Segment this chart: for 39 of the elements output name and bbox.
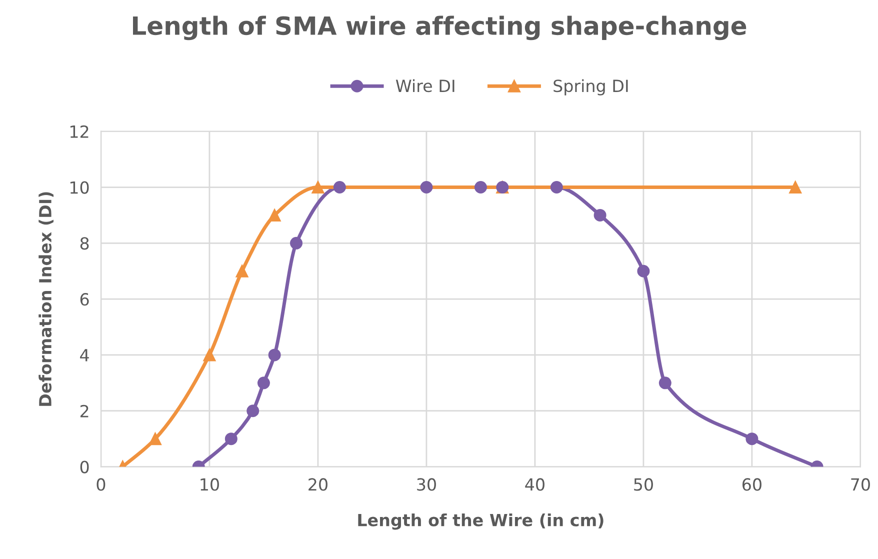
point	[312, 181, 324, 194]
point	[658, 376, 672, 390]
point	[637, 264, 650, 278]
point	[333, 181, 346, 194]
point	[257, 376, 270, 390]
x-tick-label: 20	[308, 478, 328, 491]
point	[290, 236, 303, 250]
x-axis-title: Length of the Wire (in cm)	[358, 513, 604, 530]
y-tick-label: 10	[70, 181, 89, 194]
point	[268, 348, 281, 362]
point	[224, 432, 238, 446]
point	[550, 181, 563, 194]
x-tick-label: 0	[96, 478, 106, 491]
chart-title: Length of SMA wire affecting shape-change	[133, 16, 746, 40]
x-tick-label: 30	[417, 478, 436, 491]
x-tick-label: 10	[200, 478, 219, 491]
y-tick-label: 2	[80, 404, 88, 418]
point	[148, 432, 162, 446]
point	[420, 181, 433, 194]
y-axis-title: Deformation Index (DI)	[38, 192, 54, 406]
x-tick-label: 60	[742, 478, 762, 491]
y-tick-label: 12	[70, 125, 88, 138]
point	[268, 208, 281, 222]
y-tick-label: 8	[80, 237, 89, 250]
point	[746, 432, 758, 446]
x-tick-label: 40	[525, 478, 544, 491]
legend-label: Wire DI	[396, 79, 454, 92]
x-tick-label: 70	[851, 478, 870, 491]
point	[246, 404, 260, 418]
point	[203, 348, 216, 362]
point	[474, 181, 487, 194]
y-tick-label: 0	[80, 460, 89, 474]
point	[789, 181, 802, 194]
point	[236, 264, 248, 278]
y-tick-label: 4	[80, 349, 89, 362]
legend-label: Spring DI	[554, 79, 628, 96]
point	[594, 208, 606, 222]
y-tick-label: 6	[80, 293, 89, 306]
x-tick-label: 50	[634, 478, 653, 491]
